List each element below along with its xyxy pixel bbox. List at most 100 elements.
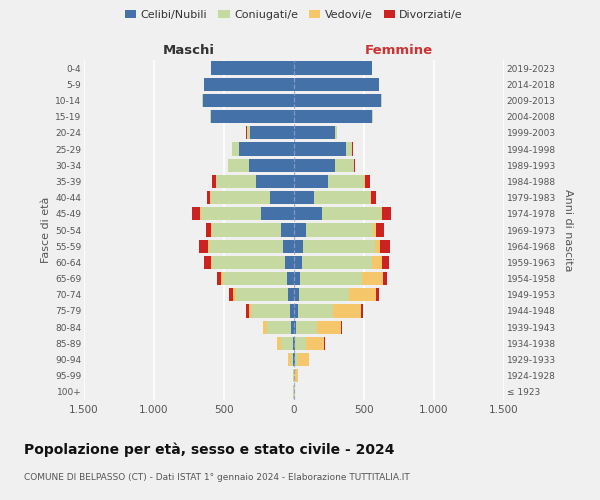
Text: COMUNE DI BELPASSO (CT) - Dati ISTAT 1° gennaio 2024 - Elaborazione TUTTITALIA.I: COMUNE DI BELPASSO (CT) - Dati ISTAT 1° …	[24, 472, 410, 482]
Bar	[302, 256, 372, 269]
Bar	[210, 191, 211, 204]
Bar	[306, 336, 324, 350]
Bar	[201, 207, 261, 220]
Bar	[361, 304, 362, 318]
Bar	[294, 78, 379, 91]
Bar	[322, 207, 381, 220]
Bar	[303, 240, 374, 253]
Bar	[294, 110, 373, 124]
Bar	[332, 304, 361, 318]
Bar	[294, 336, 295, 350]
Y-axis label: Anni di nascita: Anni di nascita	[563, 188, 572, 271]
Bar	[287, 272, 294, 285]
Bar	[335, 158, 354, 172]
Text: Femmine: Femmine	[365, 44, 433, 57]
Bar	[203, 94, 294, 107]
Bar	[317, 320, 341, 334]
Bar	[383, 272, 387, 285]
Bar	[256, 175, 294, 188]
Bar	[354, 158, 355, 172]
Bar	[247, 126, 250, 140]
Bar	[349, 288, 376, 302]
Bar	[376, 224, 384, 236]
Bar	[206, 224, 211, 236]
Bar	[298, 353, 309, 366]
Bar	[382, 256, 389, 269]
Bar	[373, 224, 376, 236]
Bar	[294, 94, 381, 107]
Bar	[299, 288, 349, 302]
Bar	[294, 158, 335, 172]
Bar	[289, 288, 294, 302]
Bar	[217, 272, 221, 285]
Bar	[346, 142, 352, 156]
Bar	[306, 224, 373, 236]
Bar	[294, 304, 298, 318]
Bar	[221, 272, 223, 285]
Bar	[293, 353, 294, 366]
Bar	[233, 288, 236, 302]
Bar	[371, 191, 376, 204]
Bar	[294, 240, 303, 253]
Bar	[248, 158, 294, 172]
Bar	[374, 240, 380, 253]
Bar	[365, 175, 370, 188]
Bar	[290, 353, 293, 366]
Bar	[335, 126, 337, 140]
Bar	[206, 191, 210, 204]
Bar	[295, 369, 298, 382]
Bar	[268, 320, 291, 334]
Bar	[211, 62, 294, 74]
Legend: Celibi/Nubili, Coniugati/e, Vedovi/e, Divorziati/e: Celibi/Nubili, Coniugati/e, Vedovi/e, Di…	[121, 6, 467, 25]
Bar	[294, 353, 295, 366]
Bar	[229, 288, 233, 302]
Bar	[324, 336, 325, 350]
Bar	[298, 304, 332, 318]
Text: Maschi: Maschi	[163, 44, 215, 57]
Bar	[372, 256, 382, 269]
Bar	[294, 320, 296, 334]
Bar	[212, 256, 285, 269]
Bar	[294, 288, 299, 302]
Bar	[294, 256, 302, 269]
Bar	[211, 110, 294, 124]
Bar	[247, 304, 248, 318]
Bar	[277, 336, 281, 350]
Bar	[263, 320, 268, 334]
Bar	[314, 191, 370, 204]
Bar	[294, 224, 306, 236]
Bar	[291, 320, 294, 334]
Bar	[211, 256, 212, 269]
Bar	[376, 288, 379, 302]
Bar	[281, 224, 294, 236]
Bar	[294, 191, 314, 204]
Bar	[285, 256, 294, 269]
Bar	[211, 191, 269, 204]
Bar	[211, 224, 212, 236]
Bar	[289, 353, 290, 366]
Bar	[283, 240, 294, 253]
Bar	[295, 353, 298, 366]
Bar	[290, 304, 294, 318]
Bar	[294, 62, 373, 74]
Bar	[352, 142, 353, 156]
Bar	[294, 126, 335, 140]
Bar	[232, 142, 239, 156]
Bar	[294, 272, 301, 285]
Bar	[295, 336, 306, 350]
Bar	[212, 224, 281, 236]
Bar	[296, 320, 317, 334]
Bar	[328, 175, 364, 188]
Bar	[269, 191, 294, 204]
Bar	[294, 369, 295, 382]
Bar	[364, 175, 365, 188]
Bar	[236, 288, 289, 302]
Bar	[251, 304, 290, 318]
Bar	[239, 142, 294, 156]
Bar	[209, 240, 283, 253]
Bar	[208, 240, 209, 253]
Bar	[200, 207, 201, 220]
Bar	[210, 110, 211, 124]
Bar	[281, 336, 293, 350]
Bar	[199, 240, 208, 253]
